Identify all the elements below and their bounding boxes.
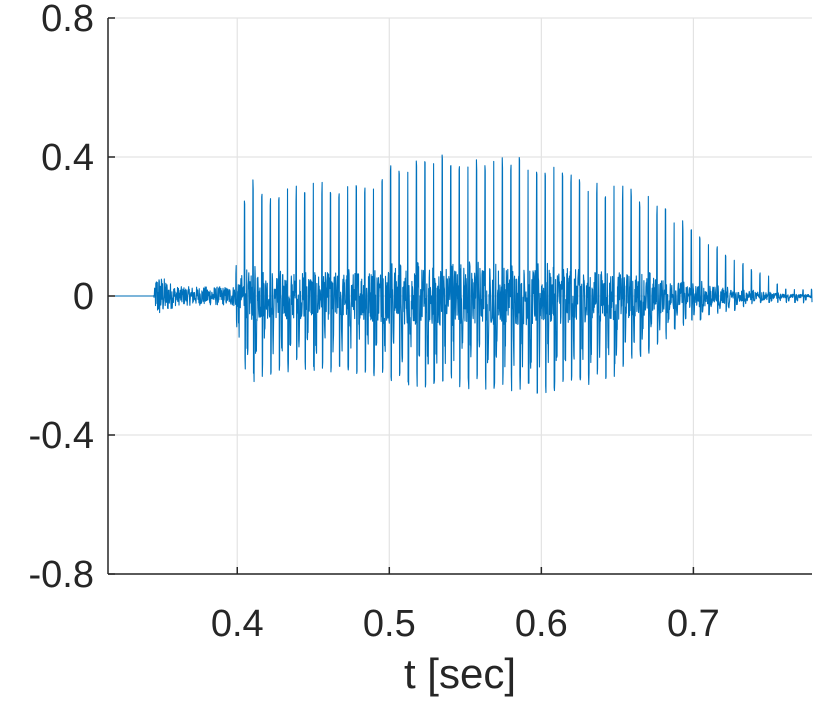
x-tick-label: 0.4 [211,603,264,645]
axes [107,17,812,575]
y-tick-label: 0 [73,276,94,318]
waveform-line [107,154,813,394]
x-tick-label: 0.6 [515,603,568,645]
y-tick-label: -0.4 [29,415,94,457]
x-tick-label: 0.5 [363,603,416,645]
x-tick-label: 0.7 [667,603,720,645]
tick-labels: 0.4 0.5 0.6 0.7 -0.8 -0.4 0 0.4 0.8 [29,0,720,645]
y-tick-label: 0.8 [41,0,94,40]
x-axis-title: t [sec] [404,650,516,697]
waveform-series [107,154,813,394]
y-tick-label: -0.8 [29,554,94,596]
y-tick-label: 0.4 [41,137,94,179]
